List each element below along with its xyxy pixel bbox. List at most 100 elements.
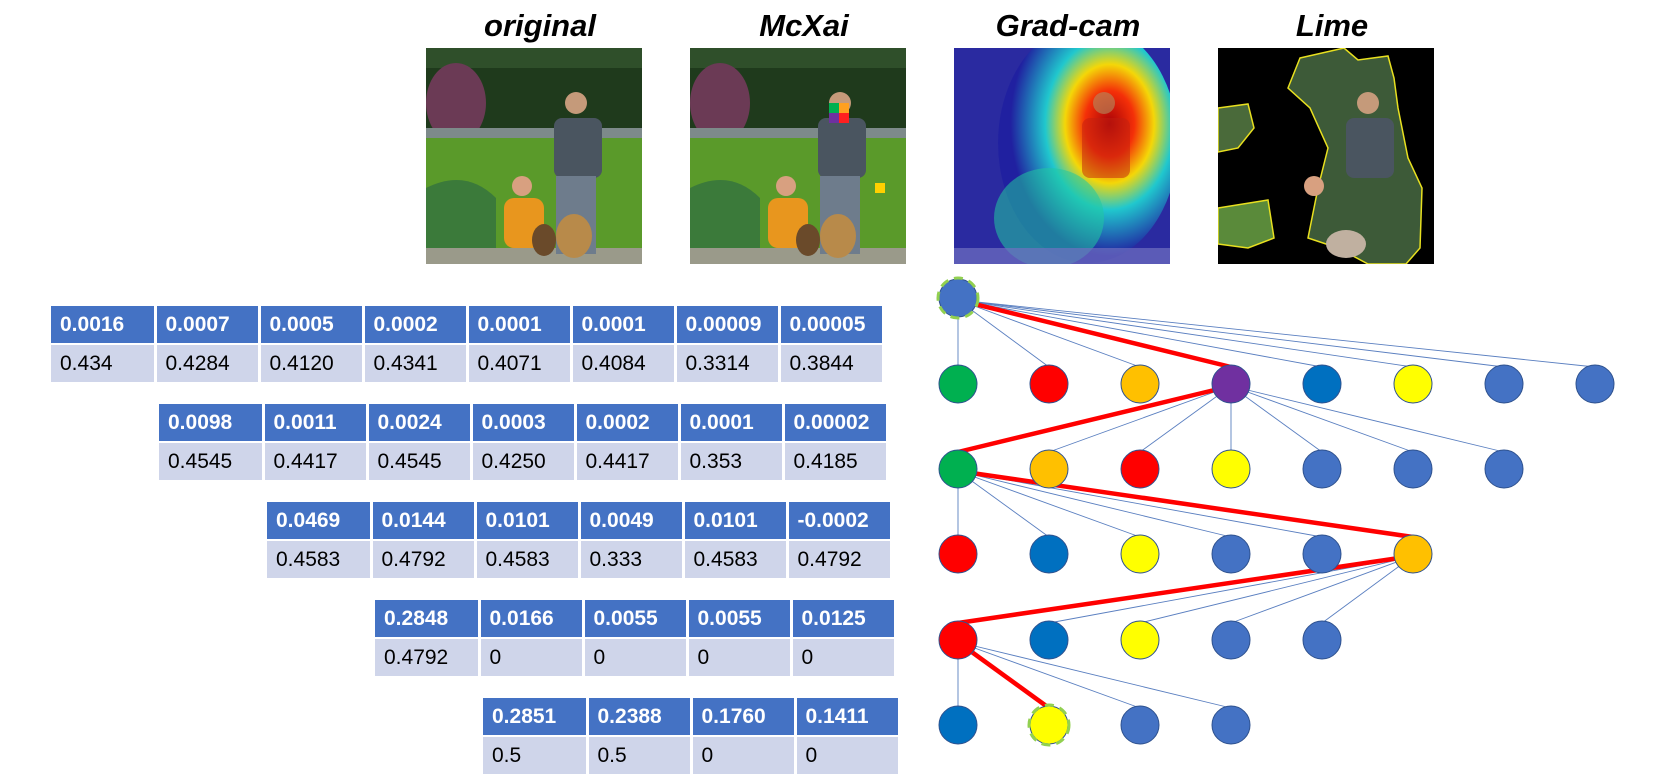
- value-row: 0.4583 0.4792 0.4583 0.333 0.4583 0.4792: [267, 540, 893, 578]
- original-title: original: [484, 8, 596, 43]
- tree-node: [1302, 449, 1342, 489]
- header-cell: 0.0016: [51, 306, 157, 345]
- header-cell: 0.0144: [371, 502, 477, 541]
- score-table-1: 0.0016 0.0007 0.0005 0.0002 0.0001 0.0001 0.00…: [51, 306, 885, 382]
- tree-edge: [957, 299, 1050, 368]
- header-row: 0.0016 0.0007 0.0005 0.0002 0.0001 0.0001 0.00…: [51, 306, 885, 345]
- tree-node: [1393, 534, 1433, 574]
- header-cell: 0.0055: [687, 600, 793, 639]
- value-row: 0.4792 0 0 0 0: [375, 638, 897, 676]
- tree-node: [1302, 620, 1342, 660]
- value-cell: 0.4417: [575, 442, 681, 480]
- value-cell: 0.4417: [263, 442, 369, 480]
- value-cell: 0.4071: [467, 344, 573, 382]
- header-cell: 0.0101: [683, 502, 789, 541]
- tree-node: [1211, 534, 1251, 574]
- tree-edge: [957, 299, 1323, 368]
- tree-node: [1575, 364, 1615, 404]
- tree-edge: [957, 299, 1596, 368]
- selected-edge: [957, 297, 1232, 370]
- tree-edge: [957, 299, 1141, 368]
- tree-node: [1211, 364, 1251, 404]
- original-image: [426, 48, 642, 264]
- tree-edge: [1230, 385, 1414, 453]
- tree-node: [938, 449, 978, 489]
- selected-path: [956, 297, 1414, 710]
- value-cell: 0.4185: [783, 442, 889, 480]
- value-cell: 0: [583, 638, 689, 676]
- tree-node: [938, 364, 978, 404]
- tree-edge: [1230, 385, 1505, 453]
- tree-node: [1302, 364, 1342, 404]
- value-cell: 0.4341: [363, 344, 469, 382]
- score-table-5: 0.2851 0.2388 0.1760 0.1411 0.5 0.5 0 0: [483, 698, 901, 774]
- tree-node: [1029, 364, 1069, 404]
- header-cell: 0.0166: [479, 600, 585, 639]
- header-cell: 0.00009: [675, 306, 781, 345]
- tree-node: [938, 534, 978, 574]
- value-cell: 0.4583: [683, 540, 789, 578]
- tree-edge: [1230, 385, 1323, 453]
- header-row: 0.2851 0.2388 0.1760 0.1411: [483, 698, 901, 737]
- tree-edge: [957, 641, 1232, 709]
- value-cell: 0.4250: [471, 442, 577, 480]
- value-cell: 0.5: [587, 736, 693, 774]
- value-cell: 0.5: [483, 736, 589, 774]
- tree-node: [938, 705, 978, 745]
- header-cell: 0.2848: [375, 600, 481, 639]
- value-cell: 0.4792: [375, 638, 481, 676]
- tree-node: [1120, 705, 1160, 745]
- header-cell: 0.0011: [263, 404, 369, 443]
- tree-node: [1120, 620, 1160, 660]
- header-cell: 0.1760: [691, 698, 797, 737]
- header-cell: 0.0001: [679, 404, 785, 443]
- value-cell: 0.4120: [259, 344, 365, 382]
- header-cell: 0.00002: [783, 404, 889, 443]
- tree-edge: [1048, 385, 1232, 453]
- header-cell: 0.0049: [579, 502, 685, 541]
- selected-edge: [956, 640, 1051, 710]
- gradcam-title: Grad-cam: [995, 8, 1141, 43]
- tree-node: [1029, 534, 1069, 574]
- tree-node: [1393, 449, 1433, 489]
- tree-node: [1029, 620, 1069, 660]
- header-cell: 0.00005: [779, 306, 885, 345]
- header-row: 0.0098 0.0011 0.0024 0.0003 0.0002 0.0001 0.00…: [159, 404, 889, 443]
- value-row: 0.5 0.5 0 0: [483, 736, 901, 774]
- value-cell: 0.4284: [155, 344, 261, 382]
- header-cell: 0.0003: [471, 404, 577, 443]
- tree-edge: [957, 299, 1414, 368]
- header-cell: 0.0055: [583, 600, 689, 639]
- header-row: 0.2848 0.0166 0.0055 0.0055 0.0125: [375, 600, 897, 639]
- tree-node: [1302, 534, 1342, 574]
- tree-edge: [957, 641, 1141, 709]
- value-cell: 0.4084: [571, 344, 677, 382]
- tree-nodes: [936, 276, 1615, 747]
- header-cell: -0.0002: [787, 502, 893, 541]
- header-cell: 0.2851: [483, 698, 589, 737]
- tree-node: [1120, 449, 1160, 489]
- tree-edge: [957, 470, 1232, 538]
- tree-node: [1120, 534, 1160, 574]
- header-row: 0.0469 0.0144 0.0101 0.0049 0.0101 -0.0002: [267, 502, 893, 541]
- header-cell: 0.0002: [363, 306, 469, 345]
- lime-image: [1218, 48, 1434, 264]
- value-cell: 0: [687, 638, 793, 676]
- value-cell: 0.3314: [675, 344, 781, 382]
- header-cell: 0.0125: [791, 600, 897, 639]
- tree-node: [1484, 449, 1524, 489]
- value-cell: 0.4583: [475, 540, 581, 578]
- value-cell: 0.4545: [159, 442, 265, 480]
- tree-node: [938, 620, 978, 660]
- header-cell: 0.2388: [587, 698, 693, 737]
- value-cell: 0: [691, 736, 797, 774]
- header-cell: 0.0007: [155, 306, 261, 345]
- tree-edge: [1321, 555, 1414, 624]
- value-cell: 0: [479, 638, 585, 676]
- value-cell: 0.4545: [367, 442, 473, 480]
- tree-node: [1120, 364, 1160, 404]
- value-row: 0.434 0.4284 0.4120 0.4341 0.4071 0.4084 0.331…: [51, 344, 885, 382]
- score-table-3: 0.0469 0.0144 0.0101 0.0049 0.0101 -0.0002 0.4…: [267, 502, 893, 578]
- tree-node: [1484, 364, 1524, 404]
- selected-edge: [957, 468, 1414, 540]
